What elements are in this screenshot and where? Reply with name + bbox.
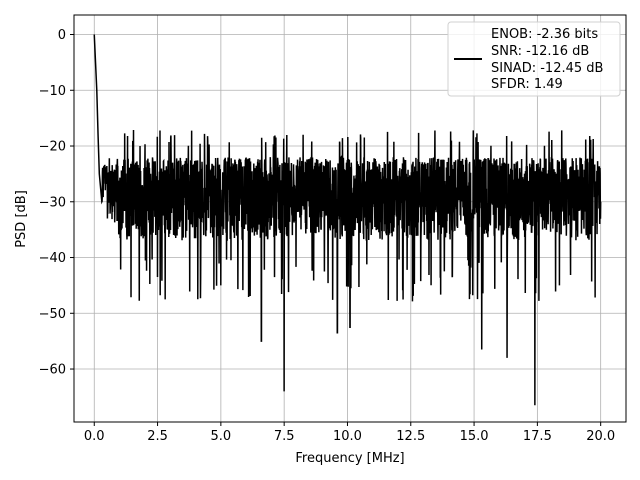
x-tick-label: 5.0 [211, 429, 232, 444]
x-tick-label: 20.0 [586, 429, 615, 444]
x-axis: 0.0 2.5 5.0 7.5 10.0 12.5 15.0 17.5 20.0 [84, 422, 615, 444]
legend-entry-sinad: SINAD: -12.45 dB [491, 61, 603, 76]
plot-frame [73, 14, 627, 423]
y-tick-label: −30 [39, 195, 66, 210]
x-tick-label: 0.0 [84, 429, 105, 444]
legend-entry-sfdr: SFDR: 1.49 [491, 77, 563, 92]
legend-entry-enob: ENOB: -2.36 bits [491, 27, 598, 42]
y-axis-label: PSD [dB] [14, 190, 29, 248]
legend-box [447, 21, 621, 97]
y-axis: 0 −10 −20 −30 −40 −50 −60 [39, 28, 74, 378]
x-tick-label: 17.5 [523, 429, 552, 444]
y-tick-label: −20 [39, 140, 66, 155]
x-tick-label: 15.0 [460, 429, 489, 444]
y-tick-label: −50 [39, 307, 66, 322]
x-tick-label: 7.5 [274, 429, 295, 444]
psd-series-line [93, 34, 602, 406]
x-tick-label: 12.5 [396, 429, 425, 444]
x-tick-label: 10.0 [333, 429, 362, 444]
plot-area [93, 34, 602, 406]
legend: ENOB: -2.36 bits SNR: -12.16 dB SINAD: -… [447, 21, 621, 97]
y-tick-label: −10 [39, 84, 66, 99]
y-tick-label: 0 [58, 28, 66, 43]
y-tick-label: −60 [39, 363, 66, 378]
y-tick-label: −40 [39, 251, 66, 266]
legend-entry-snr: SNR: -12.16 dB [491, 44, 589, 59]
x-tick-label: 2.5 [147, 429, 168, 444]
x-axis-label: Frequency [MHz] [295, 451, 404, 466]
